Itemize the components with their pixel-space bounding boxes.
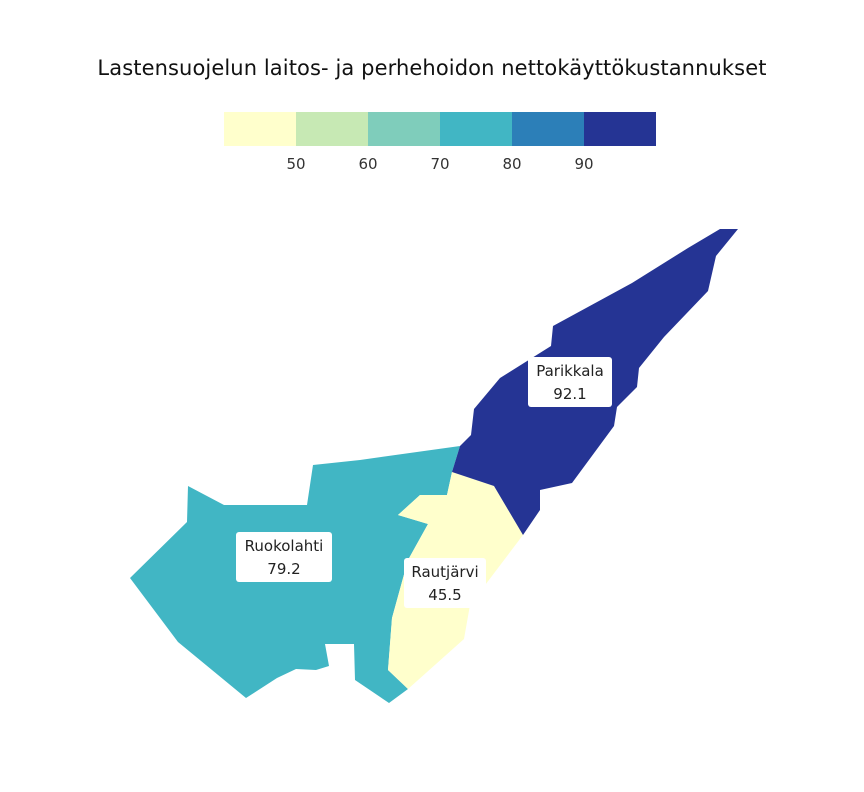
legend-tick-90: 90 — [574, 155, 593, 173]
label-parikkala: Parikkala 92.1 — [528, 357, 612, 407]
legend-swatch-6 — [584, 112, 656, 146]
legend-tick-60: 60 — [358, 155, 377, 173]
map-title: Lastensuojelun laitos- ja perhehoidon ne… — [97, 56, 767, 80]
label-ruokolahti: Ruokolahti 79.2 — [236, 532, 332, 582]
legend-tick-50: 50 — [286, 155, 305, 173]
label-value-ruokolahti: 79.2 — [267, 560, 300, 578]
legend-swatch-4 — [440, 112, 512, 146]
legend-swatch-1 — [224, 112, 296, 146]
label-name-ruokolahti: Ruokolahti — [245, 537, 324, 555]
label-value-rautjarvi: 45.5 — [428, 586, 461, 604]
legend-tick-70: 70 — [430, 155, 449, 173]
regions — [130, 229, 738, 703]
label-name-parikkala: Parikkala — [536, 362, 604, 380]
legend-swatch-2 — [296, 112, 368, 146]
label-box-rautjarvi — [404, 558, 486, 608]
legend-swatch-3 — [368, 112, 440, 146]
label-value-parikkala: 92.1 — [553, 385, 586, 403]
label-name-rautjarvi: Rautjärvi — [411, 563, 478, 581]
label-rautjarvi: Rautjärvi 45.5 — [404, 558, 486, 608]
region-labels: Parikkala 92.1 Ruokolahti 79.2 Rautjärvi… — [236, 357, 612, 608]
label-box-ruokolahti — [236, 532, 332, 582]
label-box-parikkala — [528, 357, 612, 407]
legend-swatch-5 — [512, 112, 584, 146]
legend-tick-80: 80 — [502, 155, 521, 173]
legend: 50 60 70 80 90 — [224, 112, 656, 173]
